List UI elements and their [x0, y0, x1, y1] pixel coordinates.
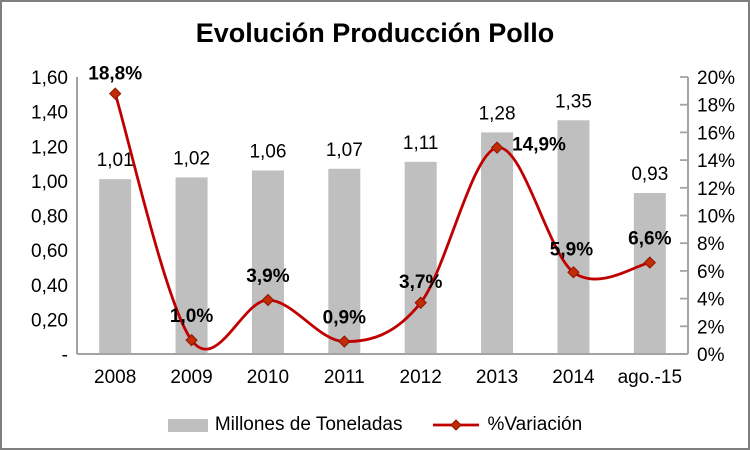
right-axis-tick-label: 4%: [697, 290, 725, 311]
bar-value-label: 1,28: [479, 103, 516, 124]
marker-2010: [261, 293, 275, 307]
legend-label-line: %Variación: [487, 414, 583, 435]
bar-value-label: 1,35: [555, 91, 592, 112]
chart-title: Evolución Producción Pollo: [195, 18, 555, 48]
legend-entry-line: %Variación: [432, 414, 582, 436]
line-value-label: 3,9%: [246, 266, 289, 287]
left-axis-tick-label: 0,20: [31, 310, 68, 331]
right-axis-tick-label: 20%: [697, 68, 735, 89]
bar-series-swatch-icon: [167, 418, 208, 432]
legend-label-bars: Millones de Toneladas: [214, 414, 403, 435]
right-axis-tick-label: 18%: [697, 96, 735, 117]
left-axis-tick-label: 0,40: [31, 276, 68, 297]
line-value-label: 18,8%: [88, 64, 142, 85]
bar-value-label: 1,07: [326, 140, 363, 161]
right-axis-tick-label: 6%: [697, 262, 725, 283]
line-value-label: 5,9%: [550, 239, 593, 260]
left-axis-tick-label: 1,60: [31, 68, 68, 89]
line-value-label: 1,0%: [170, 306, 213, 327]
right-axis-tick-label: 2%: [697, 317, 725, 338]
x-axis-category-label: ago.-15: [618, 367, 682, 388]
line-series-marker-icon: [433, 419, 480, 431]
line-value-label: 3,7%: [399, 272, 442, 293]
bar-value-label: 1,06: [249, 141, 286, 162]
bar-value-label: 1,11: [403, 133, 439, 154]
marker-2013: [490, 141, 504, 154]
variation-line: [113, 93, 651, 351]
right-axis-tick-label: 8%: [697, 234, 725, 255]
right-axis-tick-label: 10%: [697, 207, 735, 228]
x-axis-category-label: 2013: [476, 367, 518, 388]
x-axis-category-label: 2014: [552, 367, 595, 388]
line-value-label: 14,9%: [512, 135, 566, 156]
line-value-label: 6,6%: [628, 229, 671, 250]
bar-2012: [404, 161, 437, 354]
legend-entry-bars: Millones de Toneladas: [167, 414, 403, 436]
marker-2012: [414, 296, 427, 309]
marker-ago.-15: [643, 256, 657, 269]
marker-2011: [338, 335, 351, 348]
bar-2008: [99, 179, 132, 354]
bar-2014: [557, 120, 590, 354]
left-axis-tick-label: 1,00: [31, 172, 68, 193]
line-value-label: 0,9%: [323, 308, 366, 329]
right-axis-tick-label: 16%: [697, 123, 735, 144]
bar-value-label: 1,02: [173, 148, 210, 169]
left-axis-tick-label: 0,80: [31, 207, 68, 228]
bar-ago.-15: [633, 192, 666, 354]
bar-value-label: 0,93: [631, 164, 668, 185]
left-axis-tick-label: -: [62, 345, 68, 366]
bar-2010: [251, 170, 284, 354]
bar-2009: [175, 177, 208, 354]
bar-2011: [328, 168, 361, 354]
x-axis-category-label: 2009: [170, 367, 212, 388]
bar-value-label: 1,01: [97, 150, 134, 171]
right-axis-tick-label: 14%: [697, 151, 735, 172]
legend: Millones de Toneladas %Variación: [2, 414, 748, 436]
x-axis-category-label: 2012: [400, 367, 442, 388]
x-axis-category-label: 2011: [324, 367, 365, 388]
marker-2008: [108, 87, 122, 100]
x-axis-category-label: 2010: [247, 367, 289, 388]
right-axis-tick-label: 0%: [697, 345, 725, 366]
left-axis-tick-label: 0,60: [31, 241, 68, 262]
legend-diamond: [450, 419, 463, 431]
x-axis-category-label: 2008: [94, 367, 136, 388]
left-axis-tick-label: 1,20: [31, 137, 68, 158]
bar-2013: [481, 132, 514, 354]
marker-2009: [185, 333, 198, 347]
left-axis-tick-label: 1,40: [31, 103, 68, 124]
right-axis-tick-label: 12%: [697, 179, 735, 200]
marker-2014: [567, 266, 580, 279]
